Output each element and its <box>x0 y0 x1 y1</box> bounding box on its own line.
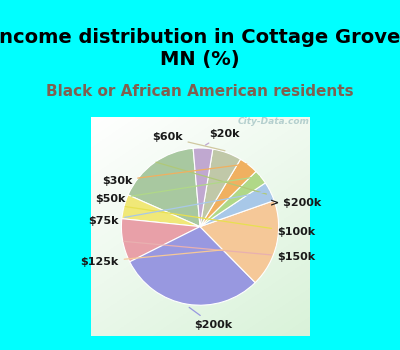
Text: $125k: $125k <box>80 245 275 267</box>
Text: $30k: $30k <box>102 164 247 186</box>
Wedge shape <box>122 195 200 227</box>
Wedge shape <box>128 148 200 227</box>
Wedge shape <box>200 201 278 282</box>
Wedge shape <box>200 159 256 227</box>
Wedge shape <box>200 149 240 227</box>
Text: Income distribution in Cottage Grove,
MN (%): Income distribution in Cottage Grove, MN… <box>0 28 400 69</box>
Wedge shape <box>200 172 265 227</box>
Text: $60k: $60k <box>152 132 225 151</box>
Wedge shape <box>122 219 200 262</box>
Text: > $200k: > $200k <box>156 162 322 208</box>
Wedge shape <box>200 183 274 227</box>
Text: $200k: $200k <box>189 307 232 330</box>
Text: City-Data.com: City-Data.com <box>238 117 310 126</box>
Wedge shape <box>193 148 213 227</box>
Text: Black or African American residents: Black or African American residents <box>46 84 354 99</box>
Text: $150k: $150k <box>124 241 315 262</box>
Text: $100k: $100k <box>125 206 315 237</box>
Text: $20k: $20k <box>206 129 239 145</box>
Text: $50k: $50k <box>95 176 259 204</box>
Text: $75k: $75k <box>89 191 269 226</box>
Wedge shape <box>130 227 255 305</box>
